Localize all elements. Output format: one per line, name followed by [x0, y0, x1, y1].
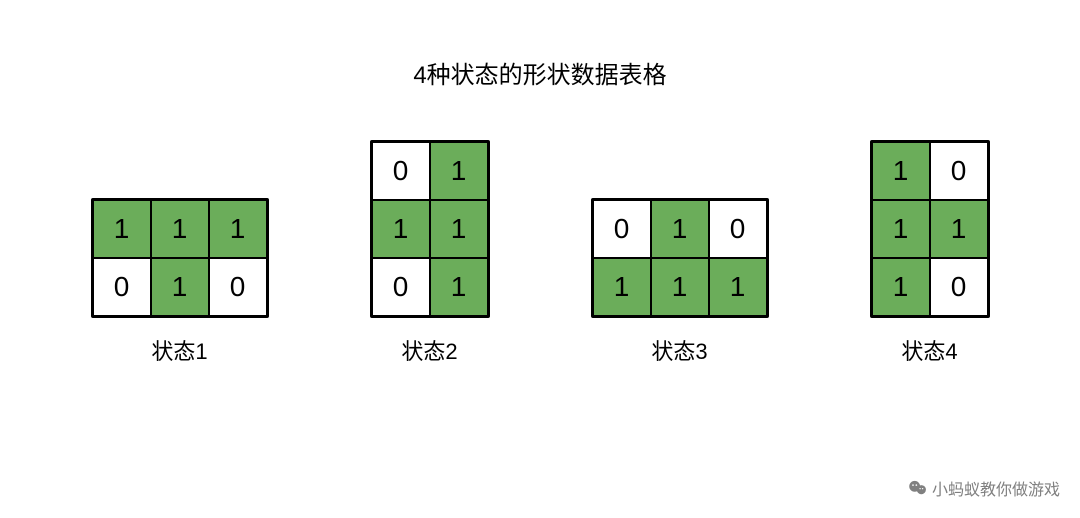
- grid-cell: 1: [209, 200, 267, 258]
- state-block-4: 101110状态4: [870, 140, 990, 366]
- watermark-text: 小蚂蚁教你做游戏: [932, 476, 1060, 500]
- state-grid-1: 111010: [91, 198, 269, 318]
- state-grid-4: 101110: [870, 140, 990, 318]
- state-grid-3: 010111: [591, 198, 769, 318]
- grid-cell: 0: [709, 200, 767, 258]
- state-label-1: 状态1: [151, 334, 207, 366]
- grid-cell: 1: [872, 200, 930, 258]
- grid-cell: 1: [151, 200, 209, 258]
- grid-cell: 1: [651, 200, 709, 258]
- page-title: 4种状态的形状数据表格: [413, 55, 666, 90]
- state-block-2: 011101状态2: [370, 140, 490, 366]
- state-block-3: 010111状态3: [591, 198, 769, 366]
- grid-cell: 0: [372, 142, 430, 200]
- state-label-3: 状态3: [651, 334, 707, 366]
- grid-cell: 1: [930, 200, 988, 258]
- states-row: 111010状态1011101状态2010111状态3101110状态4: [0, 140, 1080, 366]
- watermark: 小蚂蚁教你做游戏: [908, 476, 1060, 500]
- grid-cell: 1: [709, 258, 767, 316]
- grid-cell: 0: [593, 200, 651, 258]
- grid-cell: 1: [593, 258, 651, 316]
- grid-cell: 0: [372, 258, 430, 316]
- grid-cell: 1: [93, 200, 151, 258]
- state-label-2: 状态2: [401, 334, 457, 366]
- grid-cell: 1: [430, 200, 488, 258]
- grid-cell: 1: [430, 258, 488, 316]
- state-block-1: 111010状态1: [91, 198, 269, 366]
- state-label-4: 状态4: [901, 334, 957, 366]
- grid-cell: 0: [209, 258, 267, 316]
- grid-cell: 1: [651, 258, 709, 316]
- grid-cell: 0: [930, 142, 988, 200]
- grid-cell: 1: [430, 142, 488, 200]
- grid-cell: 1: [872, 258, 930, 316]
- grid-cell: 0: [93, 258, 151, 316]
- grid-cell: 1: [872, 142, 930, 200]
- grid-cell: 1: [372, 200, 430, 258]
- state-grid-2: 011101: [370, 140, 490, 318]
- grid-cell: 0: [930, 258, 988, 316]
- grid-cell: 1: [151, 258, 209, 316]
- wechat-icon: [908, 478, 928, 498]
